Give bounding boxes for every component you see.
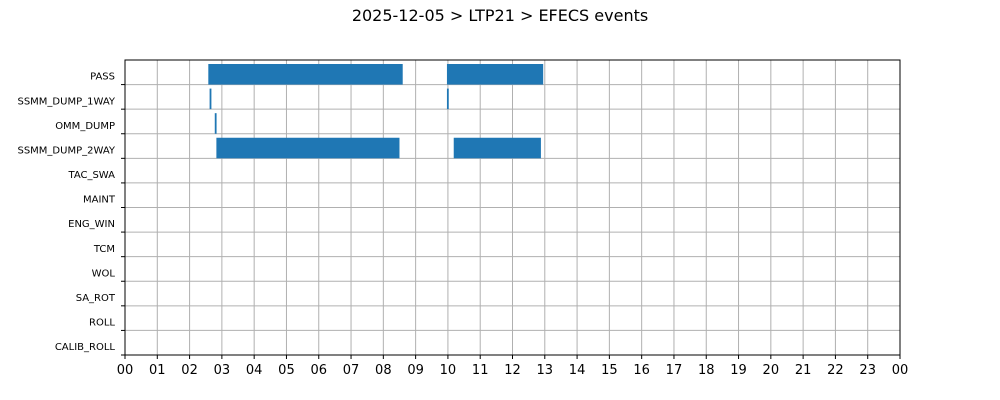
x-tick-label: 21 <box>795 363 812 378</box>
event-bar <box>208 64 403 85</box>
x-tick-label: 22 <box>827 363 844 378</box>
y-axis: PASS SSMM_DUMP_1WAY OMM_DUMP SSMM_DUMP_2WAY… <box>17 72 125 356</box>
x-tick-label: 20 <box>763 363 780 378</box>
y-tick-label: ENG_WIN <box>68 219 115 230</box>
y-tick-label: SSMM_DUMP_1WAY <box>17 96 115 107</box>
x-tick-label: 17 <box>666 363 683 378</box>
x-tick-label: 23 <box>859 363 876 378</box>
x-tick-label: 18 <box>698 363 715 378</box>
y-tick-label: MAINT <box>83 195 116 206</box>
x-tick-label: 06 <box>310 363 327 378</box>
event-bar <box>209 88 212 110</box>
x-tick-label: 03 <box>214 363 231 378</box>
x-tick-label: 02 <box>181 363 198 378</box>
y-tick-label: OMM_DUMP <box>55 121 115 132</box>
y-tick-label: ROLL <box>89 318 115 329</box>
event-bar <box>214 113 217 134</box>
x-tick-label: 15 <box>601 363 618 378</box>
x-tick-label: 04 <box>246 363 263 378</box>
x-tick-label: 11 <box>472 363 489 378</box>
y-tick-label: CALIB_ROLL <box>55 342 116 353</box>
x-tick-label: 12 <box>504 363 521 378</box>
x-tick-label: 08 <box>375 363 392 378</box>
x-tick-label: 07 <box>343 363 360 378</box>
y-tick-label: SSMM_DUMP_2WAY <box>17 145 115 156</box>
x-tick-label: 13 <box>537 363 554 378</box>
x-axis: 00 01 02 03 04 05 06 07 08 09 10 11 12 13 14 15 16 17 18 19… <box>117 355 909 378</box>
x-tick-label: 00 <box>892 363 909 378</box>
y-tick-label: PASS <box>90 72 115 83</box>
chart-title: 2025-12-05 > LTP21 > EFECS events <box>351 6 649 25</box>
y-tick-label: TCM <box>93 244 115 255</box>
x-tick-label: 19 <box>730 363 747 378</box>
y-tick-label: SA_ROT <box>76 293 116 304</box>
event-bar <box>446 64 544 85</box>
x-tick-label: 05 <box>278 363 295 378</box>
y-tick-label: TAC_SWA <box>67 170 115 181</box>
x-tick-label: 10 <box>440 363 457 378</box>
x-tick-label: 01 <box>149 363 166 378</box>
event-bar <box>216 137 400 159</box>
x-tick-label: 16 <box>633 363 650 378</box>
x-tick-label: 09 <box>407 363 424 378</box>
event-bar <box>446 88 449 110</box>
x-tick-label: 00 <box>117 363 134 378</box>
y-tick-label: WOL <box>92 268 116 279</box>
event-bars <box>208 64 544 159</box>
event-bar <box>453 137 541 159</box>
x-tick-label: 14 <box>569 363 586 378</box>
